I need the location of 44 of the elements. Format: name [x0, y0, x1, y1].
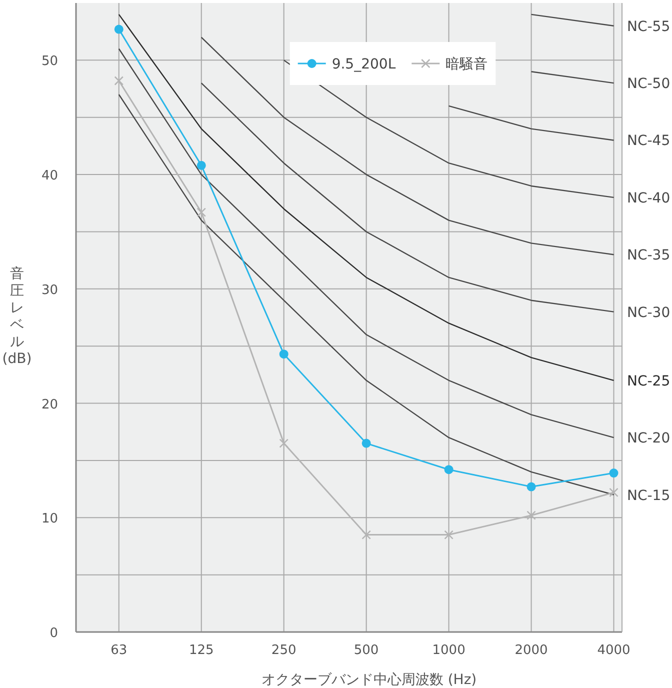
point — [362, 530, 371, 540]
series-label: NC-25 — [627, 373, 670, 390]
y-tick-label: 30 — [41, 282, 58, 298]
series-label: NC-55 — [627, 18, 670, 35]
point — [609, 468, 618, 478]
series-label: NC-50 — [627, 76, 670, 92]
point — [444, 465, 454, 474]
line-series — [118, 48, 614, 438]
y-tick-label: 40 — [41, 168, 58, 184]
y-tick-label: 20 — [41, 397, 58, 412]
x-tick-label: 2000 — [514, 643, 548, 658]
x-tick-label: 1000 — [432, 643, 466, 658]
point — [279, 350, 288, 359]
point — [114, 24, 124, 34]
point — [362, 438, 371, 448]
y-tick-label: 10 — [41, 512, 58, 527]
point — [196, 208, 206, 217]
series-label: NC-35 — [627, 248, 670, 264]
series-label: NC-40 — [627, 190, 670, 206]
point — [279, 438, 288, 448]
x-tick-label: 63 — [110, 643, 128, 658]
point — [526, 510, 536, 520]
line-series — [200, 36, 614, 256]
series-label: NC-20 — [627, 430, 670, 447]
y-tick-label: 0 — [50, 626, 58, 641]
y-tick-label: 50 — [41, 54, 58, 70]
x-axis-title: オクターブバンド中心周波数 (Hz) — [261, 672, 477, 688]
line-series — [200, 82, 614, 312]
legend-label: 暗騒音 — [446, 56, 488, 72]
series-label: NC-15 — [627, 488, 670, 504]
x-tick-label: 125 — [188, 643, 214, 658]
x-tick-label: 250 — [271, 643, 296, 658]
x-tick-label: 500 — [354, 643, 379, 658]
point — [609, 488, 618, 498]
point — [114, 76, 124, 86]
y-axis-title: 音圧レベル(dB) — [2, 266, 32, 367]
series-label: NC-30 — [627, 304, 670, 321]
series-label: NC-45 — [627, 133, 670, 150]
point — [444, 530, 454, 540]
line-series — [118, 14, 614, 381]
point — [526, 482, 536, 492]
point — [196, 160, 206, 170]
x-tick-label: 4000 — [597, 643, 630, 658]
legend-label: 9.5_200L — [332, 56, 396, 72]
